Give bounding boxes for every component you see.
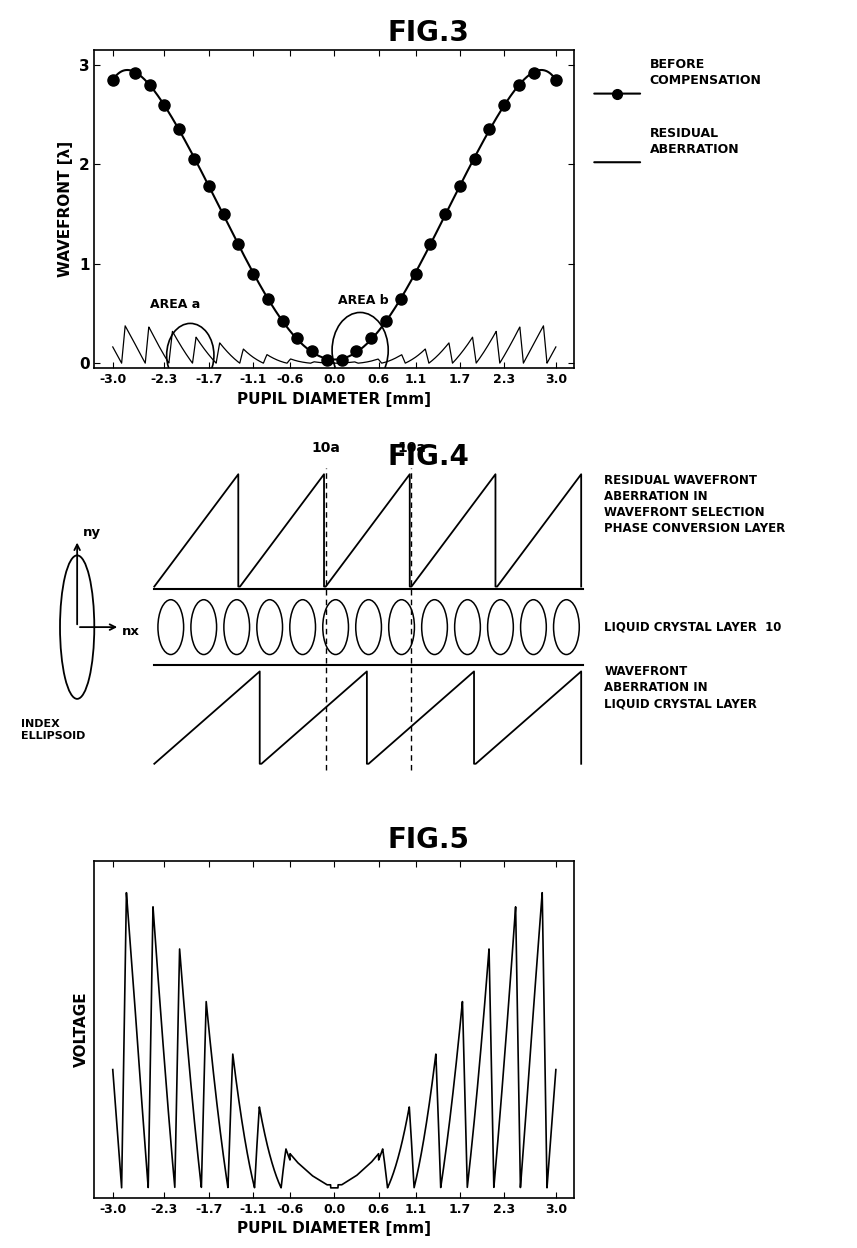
Text: AREA a: AREA a: [150, 298, 200, 312]
Text: RESIDUAL
ABERRATION: RESIDUAL ABERRATION: [650, 127, 740, 156]
X-axis label: PUPIL DIAMETER [mm]: PUPIL DIAMETER [mm]: [237, 392, 431, 407]
Text: INDEX
ELLIPSOID: INDEX ELLIPSOID: [21, 719, 86, 741]
Text: FIG.4: FIG.4: [387, 443, 470, 470]
Text: AREA b: AREA b: [338, 293, 388, 307]
Text: nx: nx: [122, 624, 140, 638]
Text: 10a: 10a: [397, 441, 426, 454]
Text: FIG.3: FIG.3: [387, 19, 470, 46]
Text: BEFORE
COMPENSATION: BEFORE COMPENSATION: [650, 59, 762, 87]
Text: FIG.5: FIG.5: [387, 826, 470, 854]
Text: WAVEFRONT
ABERRATION IN
LIQUID CRYSTAL LAYER: WAVEFRONT ABERRATION IN LIQUID CRYSTAL L…: [604, 665, 757, 710]
Y-axis label: VOLTAGE: VOLTAGE: [74, 992, 89, 1067]
X-axis label: PUPIL DIAMETER [mm]: PUPIL DIAMETER [mm]: [237, 1222, 431, 1237]
Text: LIQUID CRYSTAL LAYER  10: LIQUID CRYSTAL LAYER 10: [604, 620, 782, 634]
Text: 10a: 10a: [311, 441, 340, 454]
Text: ny: ny: [83, 525, 101, 539]
Text: RESIDUAL WAVEFRONT
ABERRATION IN
WAVEFRONT SELECTION
PHASE CONVERSION LAYER: RESIDUAL WAVEFRONT ABERRATION IN WAVEFRO…: [604, 474, 785, 535]
Y-axis label: WAVEFRONT [λ]: WAVEFRONT [λ]: [58, 141, 73, 277]
